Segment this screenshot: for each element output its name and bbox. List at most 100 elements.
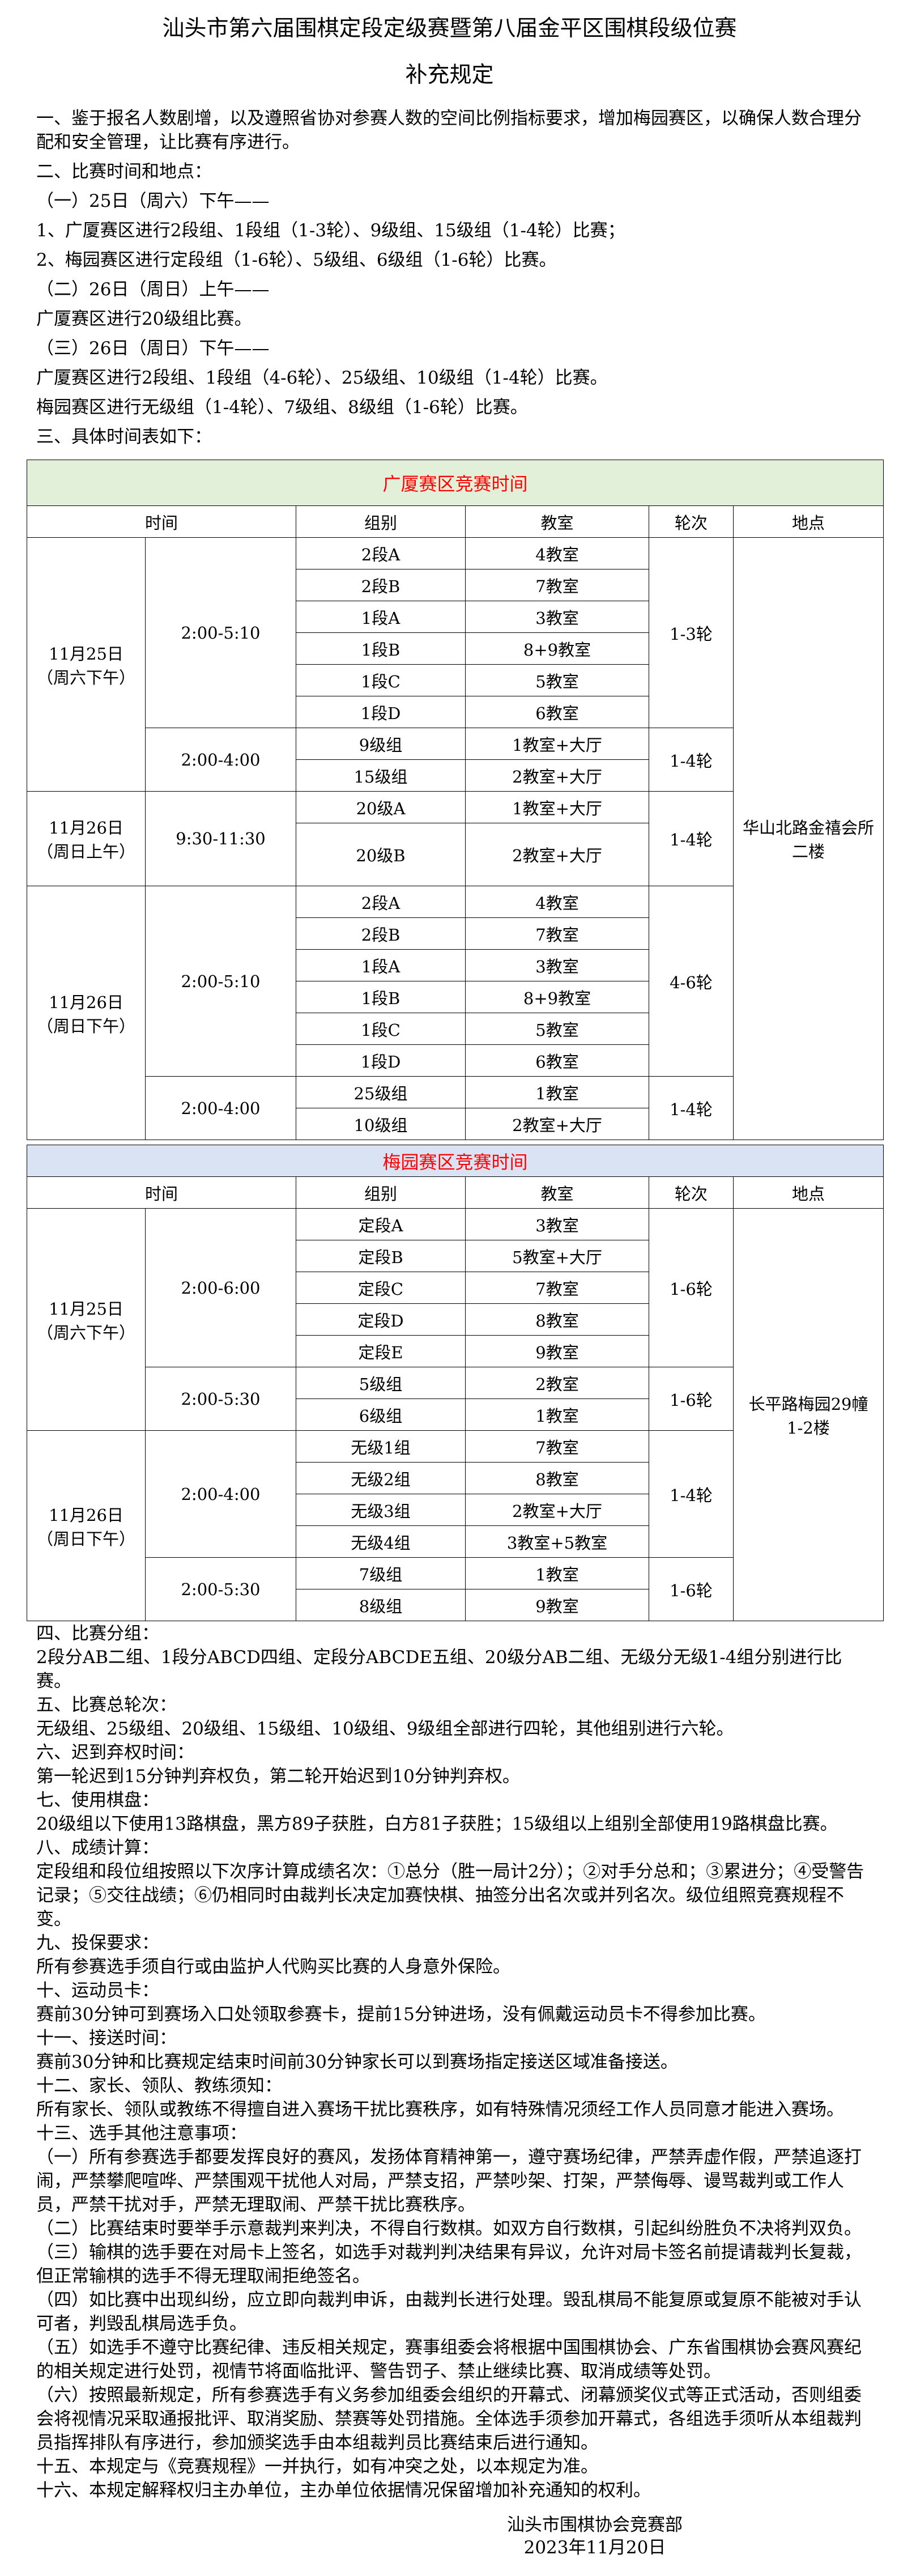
column-header: 教室 [465,1176,649,1209]
table-row: 15级组 2教室+大厅 [27,759,884,792]
group-cell: 无级3组 [296,1494,466,1526]
group-cell: 定段C [296,1272,466,1304]
group-cell: 定段A [296,1208,466,1240]
room-cell: 2教室+大厅 [465,823,649,886]
paragraph: 十、运动员卡： [36,1980,159,2001]
time-cell: 2:00-5:30 [145,1367,296,1431]
table-row: 2:00-5:30 7级组 1教室 1-6轮 [27,1557,884,1621]
column-header: 教室 [465,505,649,538]
location-cell: 华山北路金禧会所二楼 [732,537,884,1140]
paragraph: 八、成绩计算： [36,1838,159,1858]
table-row: 6级组 1教室 [27,1398,884,1431]
column-header: 轮次 [649,1176,734,1209]
date-label: 11月26日 [49,992,123,1012]
date-cell: 11月25日 （周六下午） [27,1208,146,1431]
table-row: 11月25日 （周六下午） 2:00-5:10 2段A 4教室 1-3轮 华山北路金禧会所二… [27,537,884,1140]
date-cell: 11月26日 （周日下午） [27,1430,146,1621]
table-caption-row: 梅园赛区竞赛时间 [26,1145,884,1177]
paragraph: 十五、本规定与《竞赛规程》一并执行，如有冲突之处，以本规定为准。 [36,2456,598,2477]
group-cell: 2段B [296,569,466,601]
room-cell: 9教室 [465,1589,649,1621]
period-label: （周日下午） [36,1529,135,1549]
group-cell: 1段B [296,981,466,1013]
paragraph: （三）输棋的选手要在对局卡上签名，如选手对裁判判决结果有异议，允许对局卡签名前提… [36,2242,862,2286]
group-cell: 定段E [296,1335,466,1367]
period-label: （周日上午） [36,842,135,861]
table-row: 11月26日 （周日上午） 9:30-11:30 20级A 1教室+大厅 1-4轮 [27,791,884,886]
room-cell: 7教室 [465,569,649,601]
time-cell: 2:00-5:30 [145,1557,296,1621]
date-cell: 11月26日 （周日上午） [27,791,146,886]
room-cell: 5教室 [465,664,649,696]
table-caption-row: 广厦赛区竞赛时间 [26,460,884,506]
table-row: 定段D 8教室 [27,1303,884,1336]
time-cell: 2:00-6:00 [145,1208,296,1367]
time-cell: 2:00-4:00 [145,1430,296,1558]
signature-block: 汕头市围棋协会竞赛部 2023年11月20日 [493,2514,697,2559]
paragraph: 六、迟到弃权时间： [36,1742,194,1763]
table-row: 1段B 8+9教室 [27,981,884,1013]
group-cell: 1段A [296,601,466,633]
paragraph: （三）26日（周日）下午—— [36,338,270,359]
paragraph: 十一、接送时间： [36,2028,177,2048]
table-row: 无级3组 2教室+大厅 [27,1494,884,1526]
paragraph: 所有参赛选手须自行或由监护人代购买比赛的人身意外保险。 [36,1957,510,1977]
column-header: 地点 [732,1176,884,1209]
time-cell: 2:00-4:00 [145,728,296,792]
room-cell: 2教室+大厅 [465,1108,649,1140]
meiyuan-schedule-table: 梅园赛区竞赛时间 时间 组别 教室 轮次 地点 11月25日 （周六下午） 2:00-6:00 定… [26,1145,884,1621]
group-cell: 5级组 [296,1367,466,1399]
date-label: 11月26日 [49,818,123,838]
paragraph: （五）如选手不遵守比赛纪律、违反相关规定，赛事组委会将根据中国围棋协会、广东省围… [36,2337,862,2382]
group-cell: 1段D [296,696,466,728]
group-cell: 定段B [296,1240,466,1272]
rounds-cell: 1-3轮 [649,537,734,728]
table-row: 定段B 5教室+大厅 [27,1240,884,1272]
guangsha-schedule-table: 广厦赛区竞赛时间 时间 组别 教室 轮次 地点 11月25日 （周六下午） 2:00-5:10 2… [26,460,884,1140]
room-cell: 1教室 [465,1557,649,1589]
rounds-cell: 1-4轮 [649,728,734,792]
column-header: 轮次 [649,505,734,538]
paragraph: 五、比赛总轮次： [36,1695,177,1715]
signature-org: 汕头市围棋协会竞赛部 [507,2515,683,2535]
room-cell: 7教室 [465,1272,649,1304]
room-cell: 3教室 [465,949,649,981]
paragraph: 广厦赛区进行20级组比赛。 [36,309,252,329]
date-label: 11月25日 [49,1299,123,1319]
signature-date: 2023年11月20日 [523,2537,666,2558]
group-cell: 10级组 [296,1108,466,1140]
paragraph: 赛前30分钟和比赛规定结束时间前30分钟家长可以到赛场指定接送区域准备接送。 [36,2052,678,2072]
table-row: 2:00-5:30 5级组 2教室 1-6轮 [27,1367,884,1431]
rounds-cell: 1-6轮 [649,1367,734,1431]
table-row: 2:00-4:00 25级组 1教室 1-4轮 [27,1076,884,1140]
group-cell: 1段C [296,664,466,696]
period-label: （周六下午） [36,1323,135,1342]
paragraph: 四、比赛分组： [36,1623,159,1644]
paragraph: （六）按照最新规定，所有参赛选手有义务参加组委会组织的开幕式、闭幕颁奖仪式等正式… [36,2385,862,2453]
time-cell: 2:00-5:10 [145,886,296,1077]
document-title: 汕头市第六届围棋定段定级赛暨第八届金平区围棋段级位赛 [162,16,737,41]
column-header: 时间 [27,1176,296,1209]
room-cell: 5教室 [465,1013,649,1045]
group-cell: 15级组 [296,759,466,792]
paragraph: 第一轮迟到15分钟判弃权负，第二轮开始迟到10分钟判弃权。 [36,1766,520,1787]
column-header: 地点 [732,505,884,538]
room-cell: 8教室 [465,1462,649,1494]
paragraph: 广厦赛区进行2段组、1段组（4-6轮）、25级组、10级组（1-4轮）比赛。 [36,368,608,388]
time-cell: 2:00-5:10 [145,537,296,728]
paragraph: 所有家长、领队或教练不得擅自进入赛场干扰比赛秩序，如有特殊情况须经工作人员同意才… [36,2099,844,2120]
table-header-row: 时间 组别 教室 轮次 地点 [27,1176,884,1209]
paragraph: 梅园赛区进行无级组（1-4轮）、7级组、8级组（1-6轮）比赛。 [36,397,528,418]
paragraph: （二）26日（周日）上午—— [36,279,270,300]
paragraph: 2段分AB二组、1段分ABCD四组、定段分ABCDE五组、20级分AB二组、无级… [36,1647,842,1691]
room-cell: 7教室 [465,1430,649,1463]
date-label: 11月25日 [49,644,123,664]
group-cell: 25级组 [296,1076,466,1108]
paragraph: 七、使用棋盘： [36,1790,159,1810]
table-row: 2段B 7教室 [27,917,884,950]
room-cell: 8+9教室 [465,632,649,665]
table-row: 定段E 9教室 [27,1335,884,1367]
table-row: 8级组 9教室 [27,1589,884,1621]
room-cell: 1教室 [465,1398,649,1431]
table-row: 11月26日 （周日下午） 2:00-4:00 无级1组 7教室 1-4轮 [27,1430,884,1621]
